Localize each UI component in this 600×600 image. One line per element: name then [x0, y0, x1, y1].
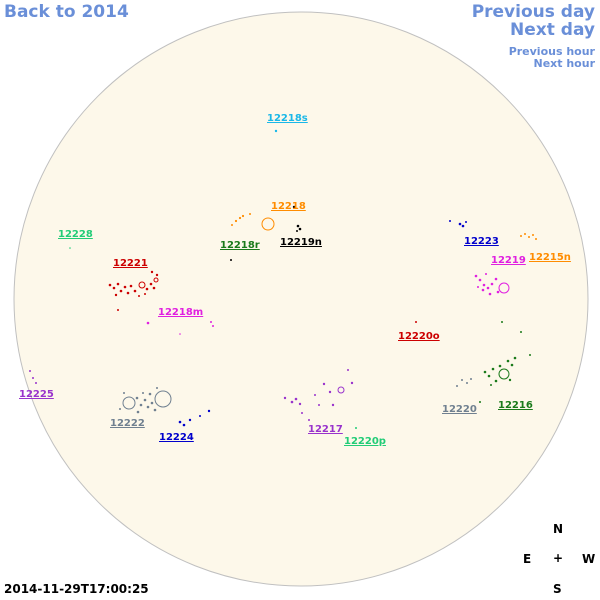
- region-label-12220p[interactable]: 12220p: [344, 436, 386, 447]
- sunspot-group-12220o: [415, 321, 417, 323]
- region-label-12218[interactable]: 12218: [271, 201, 306, 212]
- sunspot-group-12224: [178, 409, 211, 427]
- region-label-12224[interactable]: 12224: [159, 432, 194, 443]
- sunspot-group-12223: [449, 220, 467, 228]
- region-label-12217[interactable]: 12217: [308, 424, 343, 435]
- region-label-12218m[interactable]: 12218m: [158, 307, 204, 318]
- region-label-12220[interactable]: 12220: [442, 404, 477, 415]
- previous-day-link[interactable]: Previous day: [471, 2, 595, 22]
- sunspot-group-12228: [69, 247, 71, 249]
- compass-north: N: [553, 522, 564, 536]
- region-label-12228[interactable]: 12228: [58, 229, 93, 240]
- back-to-year-link[interactable]: Back to 2014: [4, 2, 129, 22]
- next-hour-link[interactable]: Next hour: [533, 57, 596, 70]
- compass-west: W: [582, 552, 596, 566]
- region-label-12220o[interactable]: 12220o: [398, 331, 440, 342]
- sunspot-group-12217: [283, 369, 354, 421]
- region-label-12223[interactable]: 12223: [464, 236, 499, 247]
- sunspot-group-12220p: [355, 427, 357, 429]
- region-label-12219[interactable]: 12219: [491, 255, 526, 266]
- region-label-12216[interactable]: 12216: [498, 400, 533, 411]
- sunspot-group-12218s: [274, 129, 278, 133]
- sunspot-group-12218m: [146, 321, 214, 335]
- sunspot-group-12219: [474, 273, 510, 296]
- region-label-12221[interactable]: 12221: [113, 258, 148, 269]
- next-day-link[interactable]: Next day: [510, 20, 595, 40]
- sunspot-group-12215n: [520, 233, 537, 240]
- region-label-12225[interactable]: 12225: [19, 389, 54, 400]
- region-label-12218r[interactable]: 12218r: [220, 240, 260, 251]
- compass-east: E: [523, 552, 532, 566]
- region-label-12219n[interactable]: 12219n: [280, 237, 322, 248]
- sunspot-group-12216: [479, 321, 531, 403]
- compass-south: S: [553, 582, 562, 596]
- region-label-12218s[interactable]: 12218s: [267, 113, 308, 124]
- sunspot-group-12222: [119, 387, 172, 414]
- solar-disk: [13, 11, 589, 587]
- sunspot-group-12218: [231, 213, 275, 231]
- region-label-12222[interactable]: 12222: [110, 418, 145, 429]
- sunspot-group-12221: [108, 270, 159, 311]
- sunspot-group-12219n: [230, 205, 302, 261]
- region-label-12215n[interactable]: 12215n: [529, 252, 571, 263]
- compass-center: +: [553, 551, 564, 565]
- observation-timestamp: 2014-11-29T17:00:25: [4, 582, 149, 596]
- sunspot-group-12220: [456, 378, 472, 387]
- sunspot-group-12225: [29, 370, 37, 384]
- previous-hour-link[interactable]: Previous hour: [508, 45, 595, 58]
